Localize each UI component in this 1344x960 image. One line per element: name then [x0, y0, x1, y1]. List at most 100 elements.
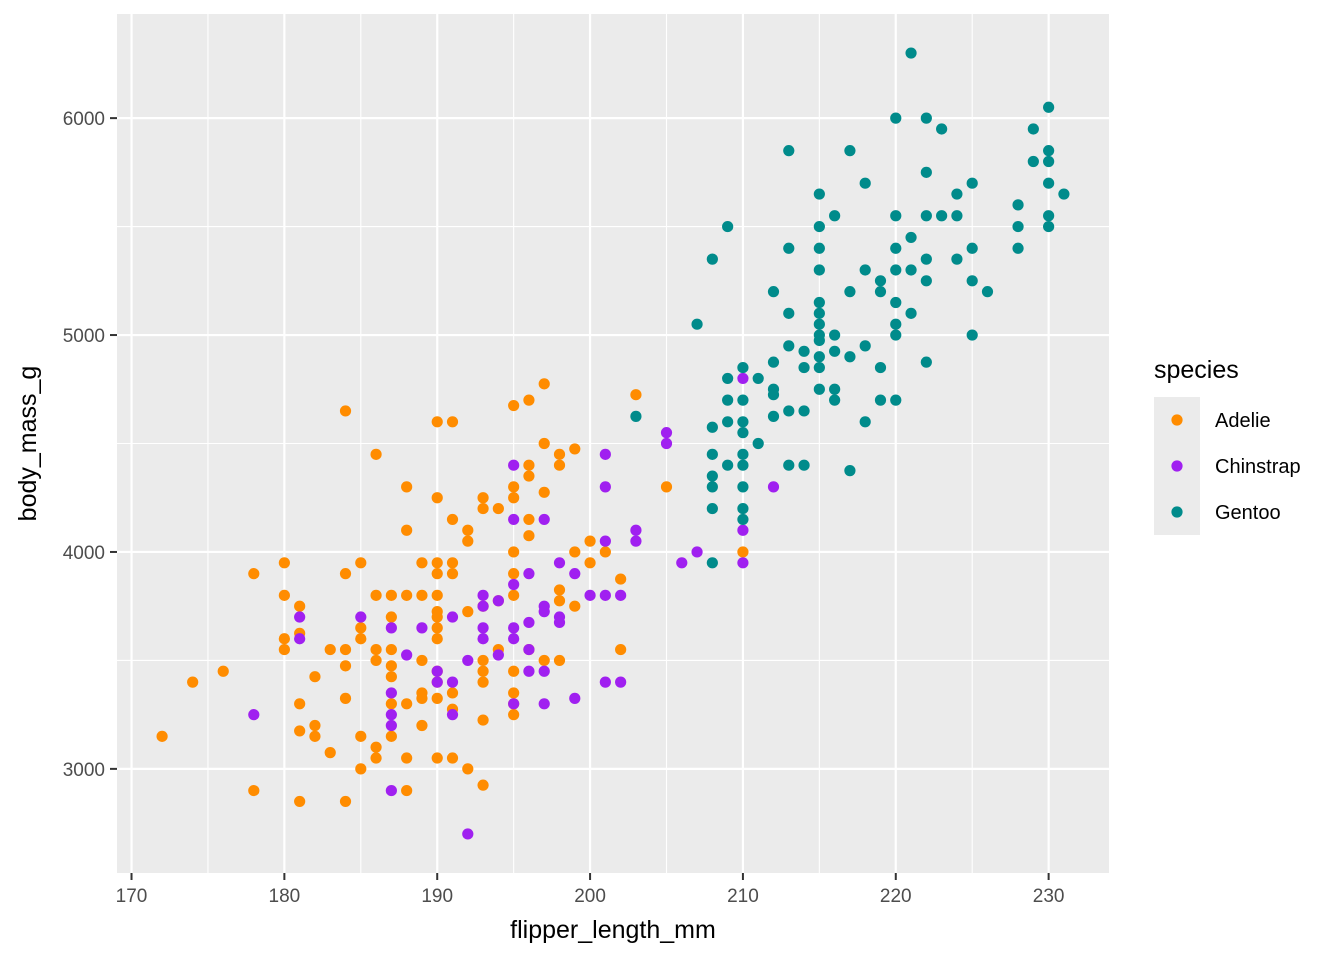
data-point	[462, 763, 474, 775]
data-point	[859, 416, 871, 428]
data-point	[1012, 220, 1024, 233]
data-point	[844, 286, 856, 298]
data-point	[385, 687, 397, 699]
data-point	[416, 557, 428, 569]
data-point	[294, 725, 306, 737]
data-point	[813, 383, 825, 395]
data-point	[706, 557, 718, 569]
data-point	[706, 481, 718, 493]
data-point	[905, 264, 917, 276]
legend-item-chinstrap: Chinstrap	[1171, 456, 1301, 478]
data-point	[553, 459, 566, 471]
data-point	[737, 427, 749, 439]
data-point	[920, 210, 932, 222]
data-point	[553, 584, 566, 596]
data-point	[813, 351, 825, 363]
data-point	[416, 654, 428, 667]
data-point	[477, 676, 489, 688]
data-point	[599, 448, 611, 460]
data-point	[737, 524, 749, 536]
data-point	[874, 286, 887, 298]
data-point	[859, 177, 871, 189]
data-point	[401, 524, 413, 536]
data-point	[431, 416, 443, 428]
data-point	[294, 611, 306, 623]
data-point	[339, 643, 352, 656]
data-point	[630, 535, 642, 547]
data-point	[813, 307, 825, 319]
data-point	[477, 600, 489, 612]
data-point	[416, 692, 428, 704]
data-point	[401, 698, 413, 710]
data-point	[767, 356, 780, 368]
data-point	[813, 188, 825, 200]
data-point	[385, 730, 397, 742]
data-point	[492, 502, 504, 515]
data-point	[905, 307, 917, 319]
legend-item-gentoo: Gentoo	[1171, 502, 1281, 524]
data-point	[706, 421, 718, 433]
data-point	[737, 361, 749, 374]
data-point	[737, 481, 749, 493]
data-point	[309, 730, 321, 742]
legend-item-adelie: Adelie	[1171, 410, 1271, 432]
data-point	[660, 437, 673, 450]
data-point	[187, 676, 199, 688]
data-point	[767, 389, 780, 401]
data-point	[508, 665, 520, 677]
data-point	[370, 752, 382, 764]
data-point	[813, 361, 825, 374]
data-point	[477, 779, 489, 791]
data-point	[477, 502, 489, 515]
data-point	[370, 741, 382, 753]
data-point	[385, 698, 397, 710]
data-point	[798, 405, 810, 417]
data-point	[462, 654, 474, 667]
data-point	[706, 470, 718, 482]
data-point	[920, 253, 932, 265]
data-point	[217, 665, 229, 677]
data-point	[737, 394, 749, 406]
data-point	[798, 361, 810, 374]
data-point	[1043, 210, 1055, 222]
data-point	[385, 719, 397, 732]
data-point	[920, 356, 932, 368]
data-point	[477, 492, 489, 504]
data-point	[798, 345, 810, 357]
data-point	[324, 747, 336, 759]
data-point	[416, 719, 428, 732]
data-point	[844, 351, 856, 363]
data-point	[538, 437, 550, 450]
major-gridlines	[117, 14, 1109, 873]
data-point	[859, 340, 871, 352]
x-tick-label: 230	[1033, 886, 1065, 907]
data-point	[431, 622, 443, 634]
data-point	[615, 573, 627, 585]
series-chinstrap	[248, 372, 780, 840]
series-adelie	[156, 378, 749, 808]
data-point	[767, 286, 780, 298]
data-point	[416, 589, 428, 601]
data-point	[416, 622, 428, 634]
data-point	[446, 709, 459, 721]
data-point	[401, 649, 413, 661]
data-point	[1058, 188, 1070, 200]
data-point	[706, 253, 718, 265]
data-point	[523, 513, 535, 526]
data-point	[431, 665, 443, 677]
data-point	[737, 459, 749, 471]
data-point	[355, 633, 367, 645]
data-point	[890, 296, 902, 309]
data-point	[890, 112, 902, 124]
x-axis: 170 180 190 200 210 220 230	[116, 873, 1065, 907]
data-point	[844, 145, 856, 157]
legend-key	[1171, 414, 1183, 426]
data-point	[446, 513, 459, 526]
data-point	[431, 633, 443, 645]
data-point	[508, 399, 520, 412]
data-point	[798, 459, 810, 471]
data-point	[508, 709, 520, 721]
data-point	[874, 394, 887, 406]
data-point	[294, 698, 306, 710]
